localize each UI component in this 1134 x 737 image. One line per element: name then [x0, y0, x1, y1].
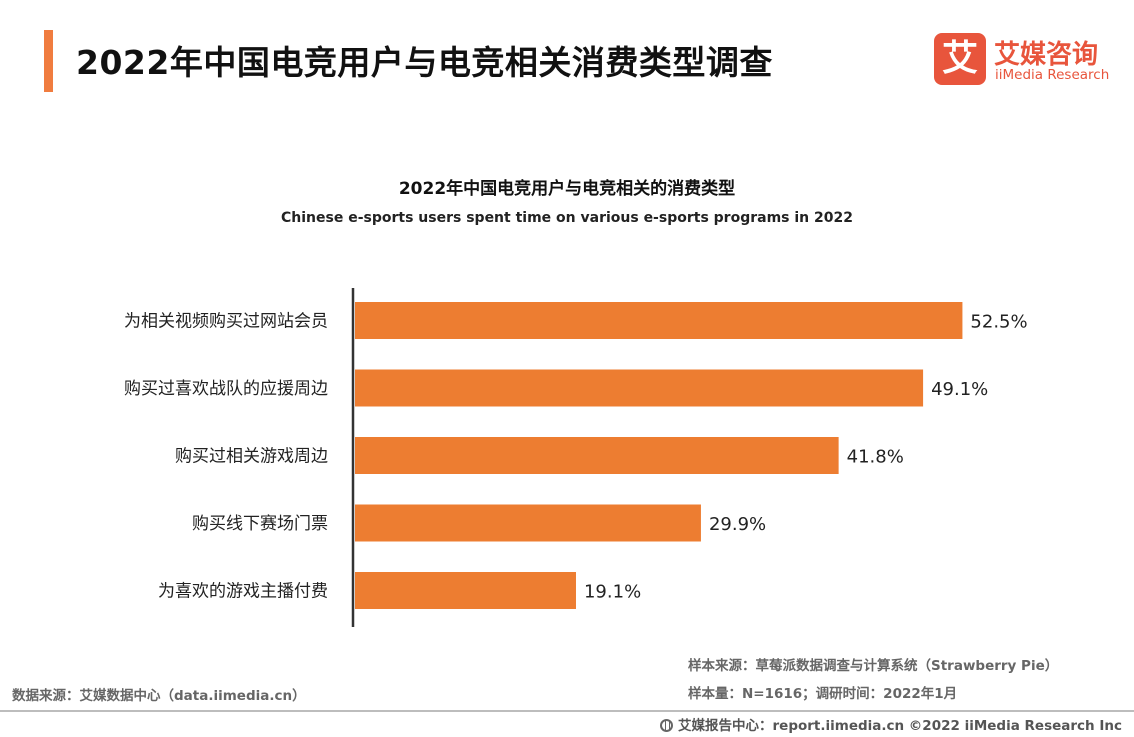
category-label-2: 购买过喜欢战队的应援周边: [124, 379, 328, 399]
footer-text: 艾媒报告中心：report.iimedia.cn ©2022 iiMedia R…: [678, 718, 1122, 734]
value-label-1: 52.5%: [970, 312, 1027, 333]
category-label-4: 购买线下赛场门票: [192, 513, 328, 534]
value-label-4: 29.9%: [709, 514, 766, 535]
category-label-3: 购买过相关游戏周边: [175, 447, 328, 467]
logo-name-en: iiMedia Research: [995, 67, 1110, 83]
chart-subtitle: Chinese e-sports users spent time on var…: [281, 210, 853, 226]
sample-source-note: 样本来源：草莓派数据调查与计算系统（Strawberry Pie）: [688, 658, 1059, 674]
bar-chart: 为相关视频购买过网站会员 52.5% 购买过喜欢战队的应援周边 49.1% 购买过相关游…: [124, 288, 1028, 627]
chart-title: 2022年中国电竞用户与电竞相关的消费类型: [398, 179, 736, 199]
bar-3: [355, 437, 839, 474]
bar-1: [355, 302, 963, 339]
value-label-5: 19.1%: [584, 582, 641, 603]
logo-mark-icon: 艾: [934, 33, 986, 85]
bar-2: [355, 369, 924, 407]
data-source-note: 数据来源：艾媒数据中心（data.iimedia.cn）: [12, 688, 306, 704]
category-label-5: 为喜欢的游戏主播付费: [158, 582, 328, 602]
category-label-1: 为相关视频购买过网站会员: [124, 312, 328, 332]
footer: 艾媒报告中心：report.iimedia.cn ©2022 iiMedia R…: [660, 714, 1122, 734]
page-title: 2022年中国电竞用户与电竞相关消费类型调查: [76, 43, 773, 82]
footer-divider: [0, 710, 1134, 712]
value-label-2: 49.1%: [931, 379, 988, 400]
logo-name-cn: 艾媒咨询: [994, 40, 1099, 70]
sample-size-note: 样本量：N=1616；调研时间：2022年1月: [688, 686, 958, 702]
iimedia-logo: 艾 艾媒咨询 iiMedia Research: [934, 33, 1124, 87]
value-label-3: 41.8%: [847, 447, 904, 468]
bar-4: [355, 504, 701, 542]
bar-5: [355, 572, 576, 609]
title-accent-bar: [44, 30, 53, 92]
globe-icon: [660, 719, 673, 732]
